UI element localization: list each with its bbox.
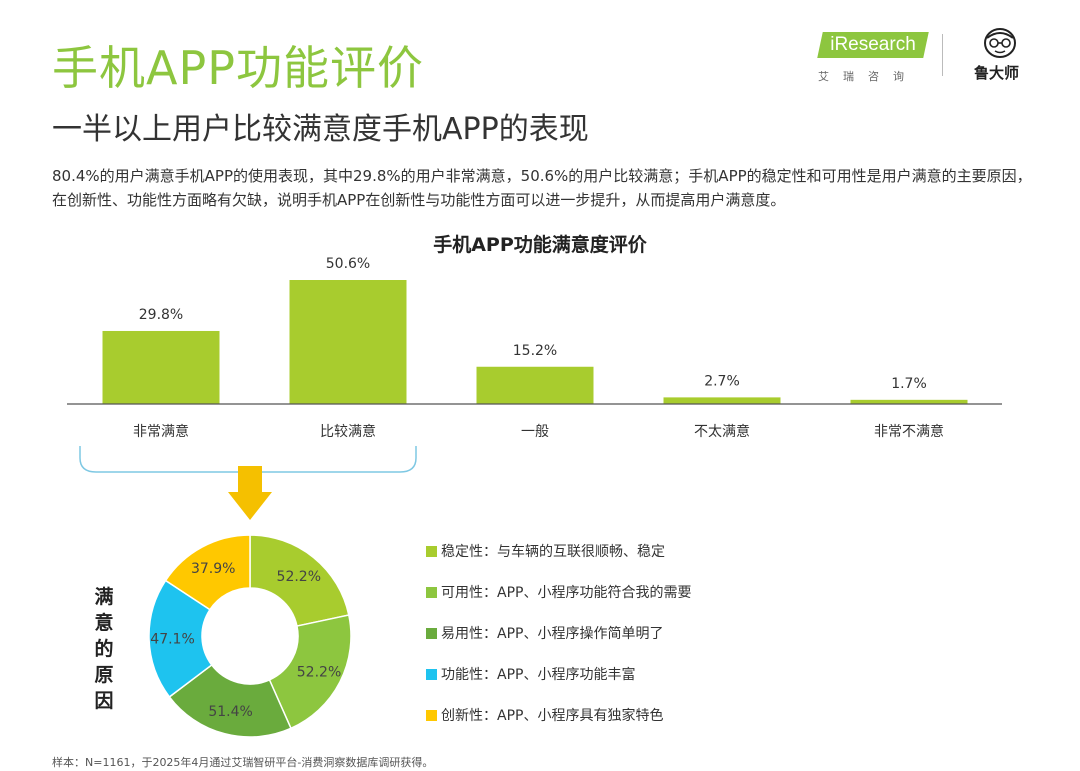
bar-category-label: 非常满意 <box>133 423 189 440</box>
iresearch-logo: iResearch <box>830 34 916 55</box>
down-arrow-icon <box>228 466 272 520</box>
ludashi-face-icon <box>984 28 1016 58</box>
donut-slice-2 <box>268 614 352 730</box>
donut-side-label: 满意的原因 <box>94 586 114 712</box>
logo-separator <box>942 34 943 76</box>
legend-swatch <box>426 628 437 639</box>
bar-4 <box>663 397 781 404</box>
bar-1 <box>102 330 220 404</box>
bar-2 <box>289 280 407 404</box>
legend-label: 可用性：APP、小程序功能符合我的需要 <box>441 585 692 601</box>
bar-data-label: 29.8% <box>139 307 183 323</box>
legend-item: 稳定性：与车辆的互联很顺畅、稳定 <box>426 542 665 562</box>
page-subtitle: 一半以上用户比较满意度手机APP的表现 <box>52 112 589 147</box>
bar-category-label: 非常不满意 <box>874 423 944 440</box>
ludashi-logo-text: 鲁大师 <box>974 64 1020 82</box>
bar-category-label: 一般 <box>521 424 549 440</box>
bar-data-label: 50.6% <box>326 256 370 272</box>
bar-category-label: 不太满意 <box>694 423 750 440</box>
donut-data-label: 37.9% <box>191 561 235 577</box>
legend-swatch <box>426 587 437 598</box>
legend-swatch <box>426 546 437 557</box>
iresearch-logo-cn: 艾瑞咨询 <box>818 70 918 83</box>
donut-data-label: 52.2% <box>277 569 321 585</box>
logo-area: iResearch 艾瑞咨询 鲁大师 <box>812 26 1042 88</box>
bar-data-label: 1.7% <box>891 376 927 392</box>
legend-item: 可用性：APP、小程序功能符合我的需要 <box>426 583 691 603</box>
legend-label: 易用性：APP、小程序操作简单明了 <box>441 626 664 642</box>
bar-data-label: 2.7% <box>704 373 740 389</box>
legend-swatch <box>426 669 437 680</box>
legend-item: 功能性：APP、小程序功能丰富 <box>426 665 635 685</box>
donut-data-label: 52.2% <box>297 664 341 680</box>
donut-data-label: 47.1% <box>150 632 194 648</box>
donut-slice-3 <box>168 663 292 738</box>
bar-chart-title: 手机APP功能满意度评价 <box>433 234 647 256</box>
legend-label: 创新性：APP、小程序具有独家特色 <box>441 708 664 724</box>
legend-swatch <box>426 710 437 721</box>
bar-3 <box>476 366 594 404</box>
donut-slice-1 <box>249 534 350 627</box>
legend-item: 易用性：APP、小程序操作简单明了 <box>426 624 663 644</box>
donut-slice-5 <box>164 534 251 611</box>
legend-item: 创新性：APP、小程序具有独家特色 <box>426 706 663 726</box>
bar-5 <box>850 399 968 404</box>
legend-label: 稳定性：与车辆的互联很顺畅、稳定 <box>441 544 665 560</box>
description-text: 80.4%的用户满意手机APP的使用表现，其中29.8%的用户非常满意，50.6… <box>52 167 1032 209</box>
bar-data-label: 15.2% <box>513 343 557 359</box>
page-title: 手机APP功能评价 <box>52 41 424 95</box>
bar-category-label: 比较满意 <box>320 423 376 440</box>
footnote: 样本：N=1161，于2025年4月通过艾瑞智研平台-消费洞察数据库调研获得。 <box>52 756 434 769</box>
donut-data-label: 51.4% <box>208 704 252 720</box>
legend-label: 功能性：APP、小程序功能丰富 <box>441 667 636 683</box>
